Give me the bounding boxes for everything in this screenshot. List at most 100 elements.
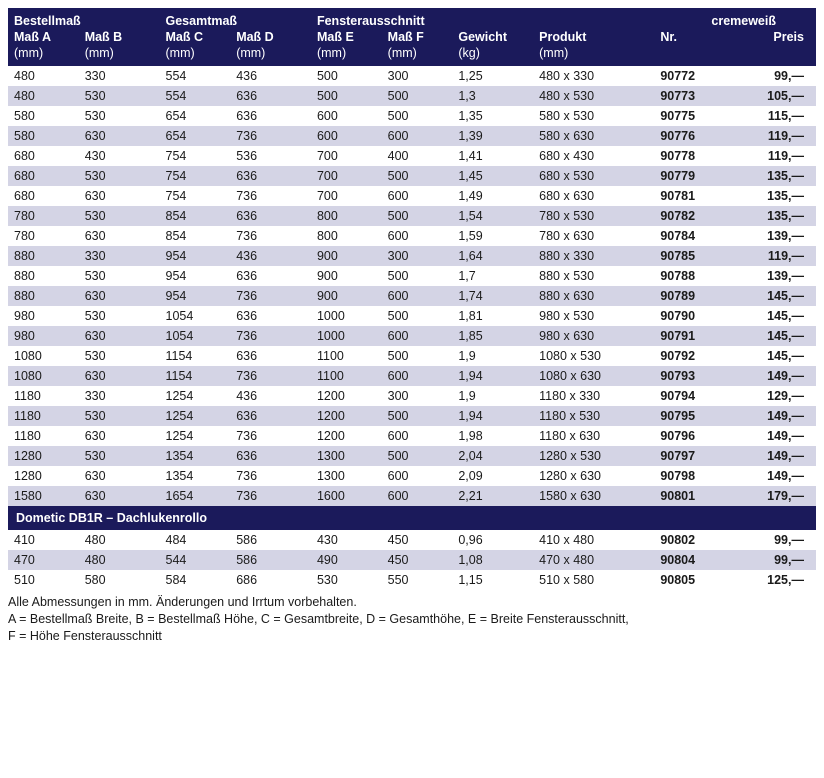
table-cell: 149,— (735, 446, 816, 466)
table-cell: 99,— (735, 550, 816, 570)
table-cell: 1,35 (452, 106, 533, 126)
table-cell: 1,9 (452, 386, 533, 406)
table-cell: 1,9 (452, 346, 533, 366)
table-cell: 90773 (654, 86, 735, 106)
table-cell: 1,85 (452, 326, 533, 346)
table-cell: 1300 (311, 446, 382, 466)
table-cell: 736 (230, 326, 311, 346)
table-cell: 700 (311, 146, 382, 166)
table-cell: 1,54 (452, 206, 533, 226)
col-unit-massF: (mm) (382, 46, 453, 66)
table-cell: 854 (160, 226, 231, 246)
table-cell: 436 (230, 386, 311, 406)
table-cell: 135,— (735, 206, 816, 226)
table-cell: 780 x 630 (533, 226, 654, 246)
table-cell: 90794 (654, 386, 735, 406)
table-cell: 1280 x 530 (533, 446, 654, 466)
table-cell: 470 (8, 550, 79, 570)
table-cell: 550 (382, 570, 453, 590)
table-header: Bestellmaß Gesamtmaß Fensterausschnitt c… (8, 8, 816, 66)
table-cell: 630 (79, 486, 160, 506)
table-cell: 90802 (654, 530, 735, 550)
header-unit-row: (mm) (mm) (mm) (mm) (mm) (mm) (kg) (mm) (8, 46, 816, 66)
table-cell: 90781 (654, 186, 735, 206)
table-cell: 90804 (654, 550, 735, 570)
table-cell: 544 (160, 550, 231, 570)
table-row: 1280630135473613006002,091280 x 63090798… (8, 466, 816, 486)
table-cell: 736 (230, 466, 311, 486)
table-cell: 480 (8, 86, 79, 106)
col-label-massE: Maß E (311, 28, 382, 46)
table-cell: 780 x 530 (533, 206, 654, 226)
table-cell: 880 (8, 246, 79, 266)
table-cell: 450 (382, 550, 453, 570)
table-cell: 500 (382, 206, 453, 226)
table-cell: 630 (79, 366, 160, 386)
table-cell: 954 (160, 286, 231, 306)
table-cell: 119,— (735, 246, 816, 266)
table-cell: 636 (230, 166, 311, 186)
table-cell: 105,— (735, 86, 816, 106)
table-cell: 680 x 530 (533, 166, 654, 186)
table-cell: 980 x 630 (533, 326, 654, 346)
table-cell: 1,08 (452, 550, 533, 570)
table-cell: 1,64 (452, 246, 533, 266)
table-cell: 736 (230, 486, 311, 506)
table-cell: 600 (382, 286, 453, 306)
table-cell: 1080 x 630 (533, 366, 654, 386)
table-cell: 450 (382, 530, 453, 550)
table-cell: 1100 (311, 346, 382, 366)
table-cell: 90772 (654, 66, 735, 86)
table-cell: 90805 (654, 570, 735, 590)
table-cell: 1000 (311, 306, 382, 326)
table-cell: 410 x 480 (533, 530, 654, 550)
table-row: 1180630125473612006001,981180 x 63090796… (8, 426, 816, 446)
col-label-nr: Nr. (654, 28, 735, 46)
table-cell: 654 (160, 106, 231, 126)
table-row: 4803305544365003001,25480 x 3309077299,— (8, 66, 816, 86)
table-row: 5806306547366006001,39580 x 63090776119,… (8, 126, 816, 146)
table-row: 1080530115463611005001,91080 x 530907921… (8, 346, 816, 366)
col-unit-massD: (mm) (230, 46, 311, 66)
table-cell: 600 (382, 326, 453, 346)
table-row: 5105805846865305501,15510 x 58090805125,… (8, 570, 816, 590)
table-cell: 700 (311, 186, 382, 206)
table-cell: 90776 (654, 126, 735, 146)
col-unit-massA: (mm) (8, 46, 79, 66)
header-group-row: Bestellmaß Gesamtmaß Fensterausschnitt c… (8, 8, 816, 28)
table-cell: 580 x 630 (533, 126, 654, 146)
table-cell: 1,45 (452, 166, 533, 186)
table-cell: 145,— (735, 326, 816, 346)
table-row: 8806309547369006001,74880 x 63090789145,… (8, 286, 816, 306)
table-cell: 1,7 (452, 266, 533, 286)
table-cell: 554 (160, 86, 231, 106)
table-cell: 530 (79, 206, 160, 226)
product-table-container: Bestellmaß Gesamtmaß Fensterausschnitt c… (8, 8, 816, 645)
table-cell: 90790 (654, 306, 735, 326)
table-cell: 900 (311, 266, 382, 286)
table-cell: 145,— (735, 306, 816, 326)
table-cell: 680 x 430 (533, 146, 654, 166)
table-cell: 600 (382, 126, 453, 146)
table-cell: 736 (230, 186, 311, 206)
table-cell: 636 (230, 106, 311, 126)
section-header-row: Dometic DB1R – Dachlukenrollo (8, 506, 816, 530)
table-cell: 580 (79, 570, 160, 590)
table-cell: 300 (382, 386, 453, 406)
table-cell: 300 (382, 66, 453, 86)
table-cell: 1654 (160, 486, 231, 506)
table-cell: 600 (382, 226, 453, 246)
table-cell: 0,96 (452, 530, 533, 550)
table-cell: 880 x 330 (533, 246, 654, 266)
group-fensterausschnitt: Fensterausschnitt (311, 8, 452, 28)
table-cell: 954 (160, 266, 231, 286)
footnote-line: A = Bestellmaß Breite, B = Bestellmaß Hö… (8, 611, 816, 628)
table-cell: 436 (230, 66, 311, 86)
table-cell: 680 (8, 186, 79, 206)
table-cell: 139,— (735, 266, 816, 286)
table-cell: 636 (230, 206, 311, 226)
table-cell: 500 (311, 66, 382, 86)
col-label-preis: Preis (735, 28, 816, 46)
table-cell: 480 x 330 (533, 66, 654, 86)
table-cell: 780 (8, 226, 79, 246)
